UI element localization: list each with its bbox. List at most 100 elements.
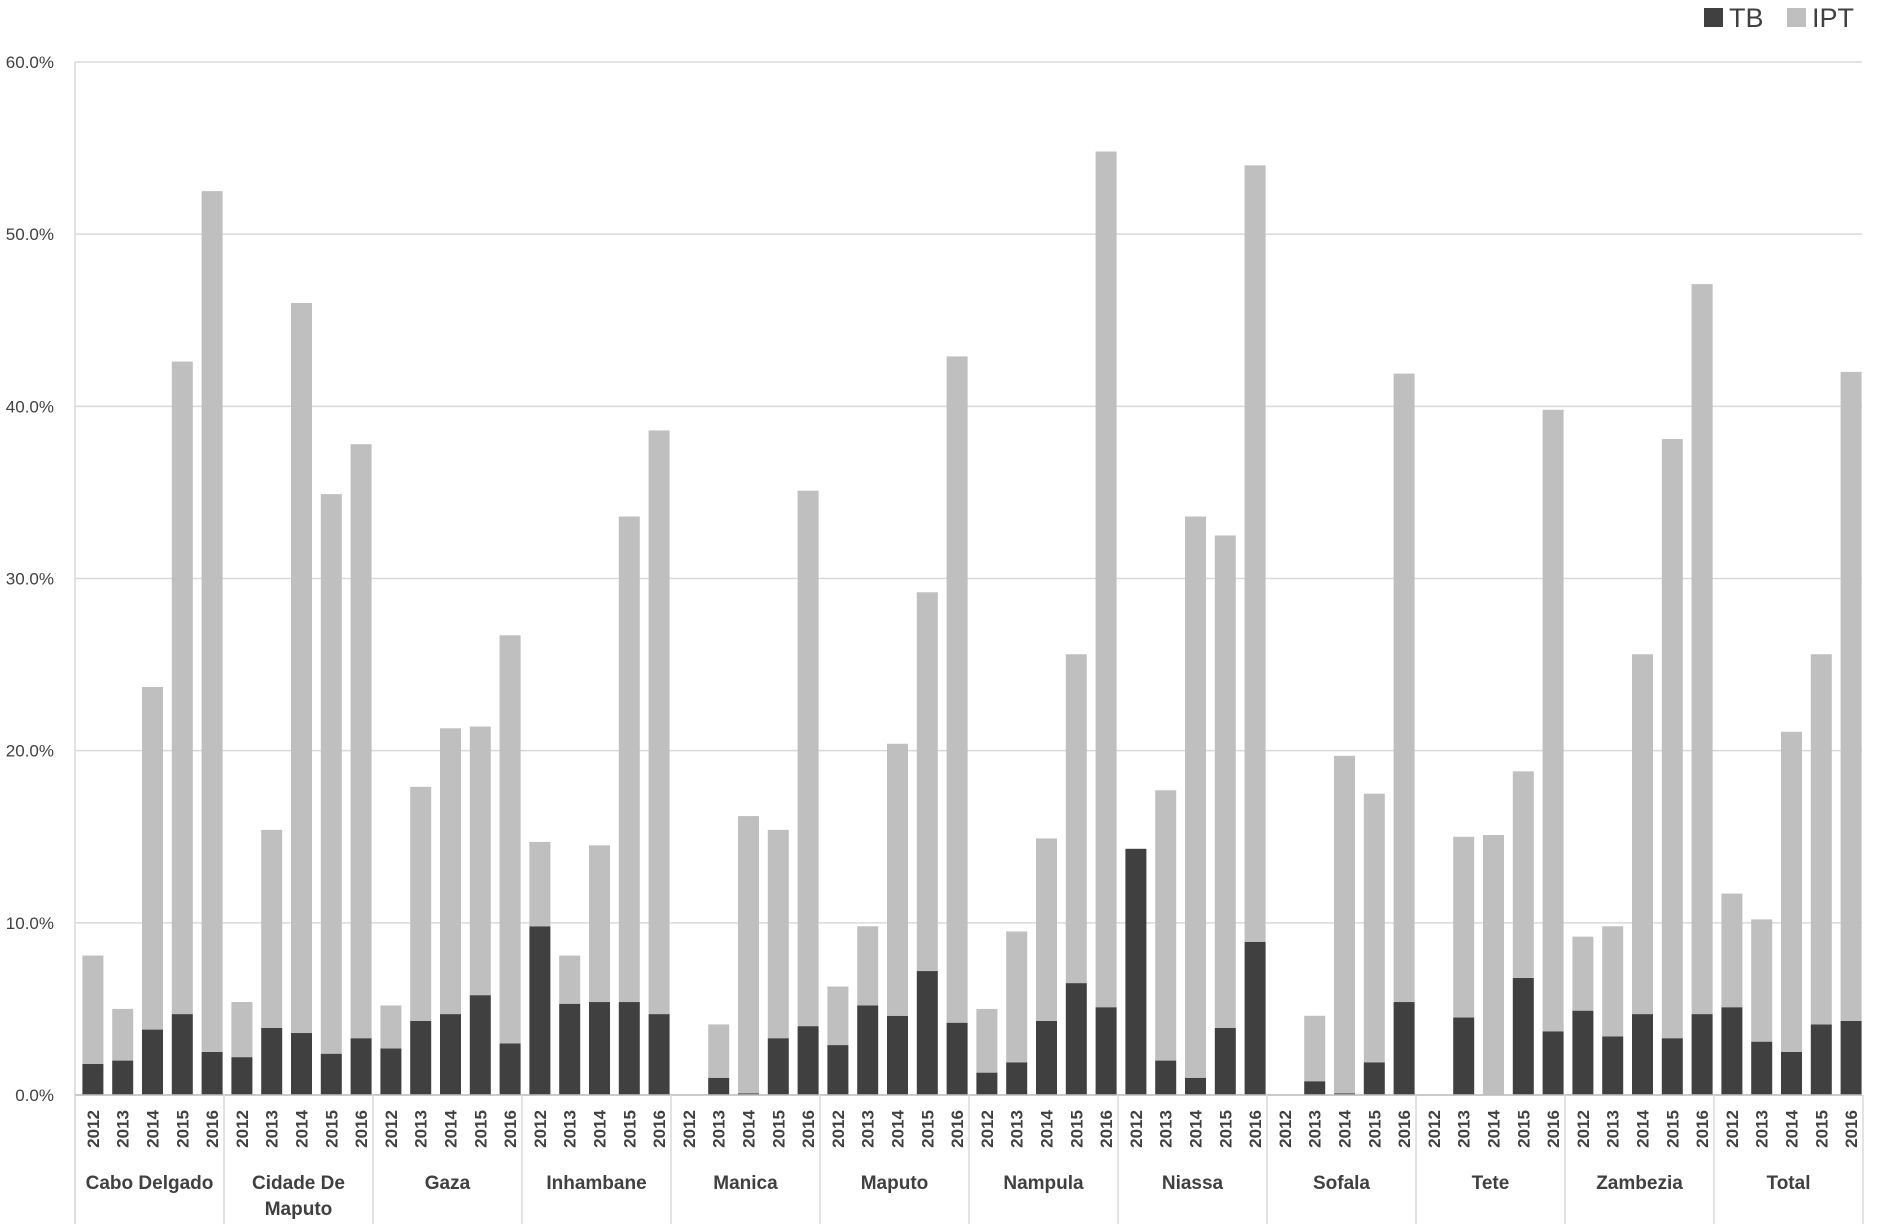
x-year-label: 2012 [829,1110,848,1148]
bar-tb [440,1014,461,1095]
bar-ipt [142,686,163,1030]
x-year-label: 2014 [1485,1109,1504,1147]
legend-swatch [1704,8,1723,27]
bar-tb [946,1022,968,1095]
bar-ipt [1155,790,1177,1061]
x-year-label: 2015 [1216,1110,1235,1148]
bar-tb [797,1026,819,1095]
x-year-label: 2013 [1604,1110,1623,1148]
legend-label: TB [1729,3,1764,33]
x-year-label: 2013 [412,1110,431,1148]
bar-ipt [916,592,938,972]
x-year-label: 2013 [1008,1110,1027,1148]
x-year-label: 2016 [650,1110,669,1148]
bar-tb [618,1002,640,1095]
bar-ipt [1721,893,1743,1008]
bar-tb [589,1002,610,1095]
bar-tb [171,1014,193,1095]
x-year-label: 2014 [1634,1109,1653,1147]
bar-tb [142,1029,163,1095]
bar-ipt [231,1002,253,1058]
x-year-label: 2014 [293,1109,312,1147]
bar-ipt [827,986,849,1046]
bar-tb [1244,941,1266,1095]
x-year-label: 2013 [263,1110,282,1148]
x-year-label: 2013 [561,1110,580,1148]
x-year-label: 2015 [1812,1110,1831,1148]
bar-tb [469,995,491,1095]
bar-ipt [1006,931,1028,1063]
x-year-label: 2016 [1842,1110,1861,1148]
x-year-label: 2012 [680,1110,699,1148]
bar-ipt [976,1008,998,1073]
bar-ipt [1363,793,1385,1063]
x-year-label: 2016 [1097,1110,1116,1148]
x-year-label: 2013 [1753,1110,1772,1148]
bar-ipt [1512,771,1534,978]
bar-ipt [1244,165,1266,942]
bar-tb [1602,1036,1624,1095]
bar-ipt [82,955,104,1065]
bar-tb [1721,1007,1743,1095]
x-year-label: 2012 [1723,1110,1742,1148]
bar-tb [827,1045,849,1095]
bar-marks [82,151,1862,1095]
bar-tb [1781,1051,1802,1095]
x-year-label: 2012 [1127,1110,1146,1148]
bar-ipt [171,361,193,1015]
x-year-label: 2013 [1157,1110,1176,1148]
legend: TB IPT [1704,3,1854,33]
bar-tb [1393,1002,1415,1095]
x-year-label: 2015 [1067,1110,1086,1148]
bar-ipt [1185,516,1206,1078]
bar-tb [1363,1062,1385,1095]
x-year-label: 2012 [1574,1110,1593,1148]
x-year-label: 2016 [1544,1110,1563,1148]
bar-ipt [499,635,521,1044]
x-year-label: 2016 [1395,1110,1414,1148]
bar-ipt [529,841,551,927]
x-year-label: 2015 [322,1110,341,1148]
bar-tb [1065,983,1087,1095]
bar-ipt [1304,1015,1326,1082]
x-year-label: 2014 [591,1109,610,1147]
bar-ipt [1095,151,1117,1008]
x-year-label: 2015 [1365,1110,1384,1148]
y-axis-tick-labels: 0.0% 10.0% 20.0% 30.0% 40.0% 50.0% 60.0% [6,53,54,1105]
x-group-label: Cidade De [252,1173,345,1194]
x-group-label: Tete [1472,1173,1510,1194]
x-year-label: 2014 [1783,1109,1802,1147]
x-year-label: 2015 [1514,1110,1533,1148]
gridlines [75,61,1862,1096]
bar-tb [410,1020,432,1095]
x-year-label: 2012 [531,1110,550,1148]
x-year-label: 2013 [1306,1110,1325,1148]
x-year-label: 2015 [769,1110,788,1148]
bar-tb [1661,1038,1683,1095]
x-group-label: Inhambane [546,1173,646,1194]
bar-ipt [1393,373,1415,1003]
bar-tb [857,1005,879,1095]
bar-ipt [410,786,432,1021]
bar-tb [1542,1031,1564,1095]
bar-ipt [559,955,581,1004]
bar-ipt [1542,409,1564,1032]
x-year-label: 2015 [620,1110,639,1148]
bar-ipt [1036,838,1057,1021]
x-year-label: 2012 [84,1110,103,1148]
bar-ipt [1661,439,1683,1039]
x-year-label: 2013 [710,1110,729,1148]
y-tick-label: 40.0% [6,397,54,416]
x-year-label: 2012 [233,1110,252,1148]
x-year-label: 2015 [1663,1110,1682,1148]
y-tick-label: 50.0% [6,225,54,244]
bar-tb [320,1053,342,1095]
x-year-label: 2012 [382,1110,401,1148]
bar-ipt [291,303,312,1034]
x-group-label: Gaza [425,1173,471,1194]
bar-ipt [1840,371,1862,1021]
x-year-label: 2012 [978,1110,997,1148]
bar-tb [887,1015,908,1095]
x-year-label: 2012 [1276,1110,1295,1148]
